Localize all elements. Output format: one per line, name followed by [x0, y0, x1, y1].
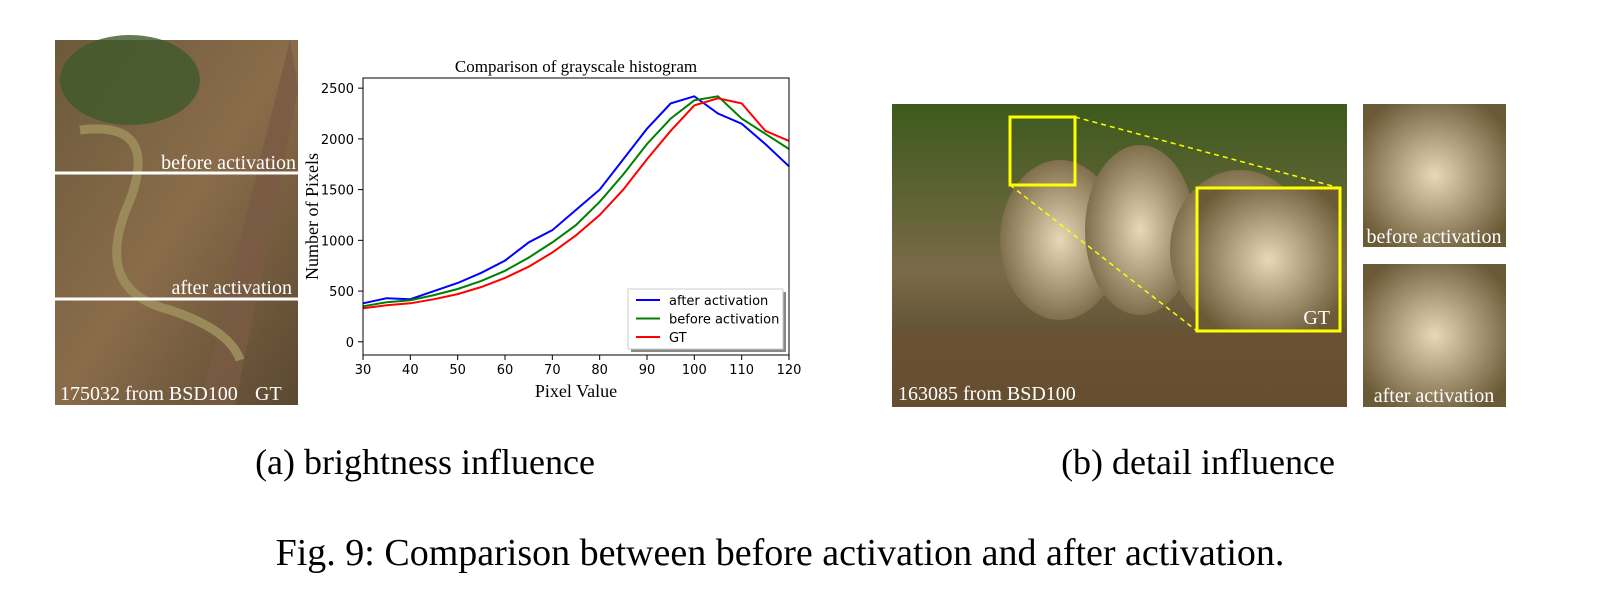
- legend-label: GT: [669, 331, 687, 346]
- legend-label: after activation: [669, 294, 768, 309]
- y-tick-label: 1000: [321, 234, 354, 249]
- image-label: GT: [1303, 307, 1330, 329]
- series-line: [362, 95, 790, 308]
- x-tick-label: 70: [544, 363, 561, 378]
- y-tick-label: 0: [346, 336, 354, 351]
- x-tick-label: 90: [639, 363, 656, 378]
- y-tick-label: 1500: [321, 184, 354, 199]
- series-line: [362, 95, 790, 305]
- y-axis-label: Number of Pixels: [302, 153, 322, 280]
- x-tick-label: 110: [729, 363, 754, 378]
- image-label: 175032 from BSD100: [60, 383, 238, 405]
- y-tick-label: 500: [329, 285, 354, 300]
- bird-photo: [892, 104, 1506, 407]
- image-label: GT: [255, 383, 282, 405]
- plot-frame: [362, 77, 790, 356]
- x-tick-label: 40: [402, 363, 419, 378]
- x-tick-label: 60: [497, 363, 514, 378]
- legend-label: before activation: [669, 313, 779, 328]
- subcaption: (a) brightness influence: [255, 442, 595, 482]
- x-tick-label: 100: [682, 363, 707, 378]
- snake-photo: [55, 35, 298, 405]
- image-label: before activation: [1367, 226, 1502, 248]
- image-label: before activation: [161, 152, 296, 174]
- x-tick-label: 80: [591, 363, 608, 378]
- x-tick-label: 50: [449, 363, 466, 378]
- y-tick-label: 2500: [321, 82, 354, 97]
- caption: Fig. 9: Comparison between before activa…: [276, 532, 1285, 574]
- x-axis-label: Pixel Value: [535, 381, 617, 401]
- image-label: after activation: [1374, 385, 1495, 407]
- image-label: 163085 from BSD100: [898, 383, 1076, 405]
- x-tick-label: 30: [355, 363, 372, 378]
- x-tick-label: 120: [777, 363, 802, 378]
- series-line: [362, 97, 790, 310]
- chart-title: Comparison of grayscale histogram: [455, 57, 697, 76]
- y-tick-label: 2000: [321, 133, 354, 148]
- subcaption: (b) detail influence: [1061, 442, 1335, 482]
- image-label: after activation: [172, 277, 293, 299]
- histogram-chart: Comparison of grayscale histogram Pixel V…: [302, 57, 801, 401]
